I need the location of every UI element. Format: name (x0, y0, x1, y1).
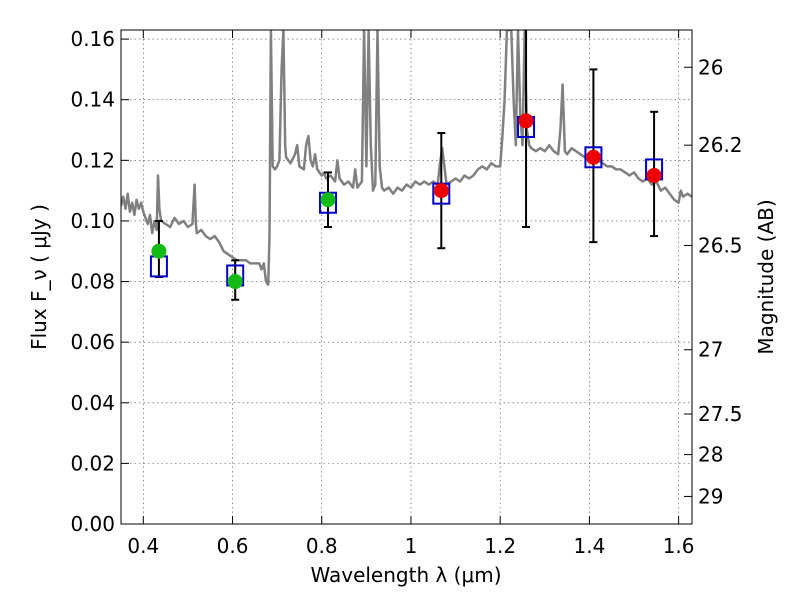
y-tick-label: 0.12 (70, 148, 115, 172)
x-tick-label: 0.6 (217, 534, 249, 558)
model-spectrum-line (121, 30, 692, 286)
x-tick-label: 1.4 (573, 534, 605, 558)
spectrum-layer (121, 30, 692, 286)
x-axis-ticks: 0.4 0.6 0.8 1 1.2 1.4 1.6 (127, 30, 695, 558)
x-tick-label: 1.6 (663, 534, 695, 558)
y2-tick-label: 29 (698, 484, 723, 508)
y2-axis-label: Magnitude (AB) (754, 199, 778, 354)
y2-tick-label: 26 (698, 55, 723, 79)
y-tick-label: 0.16 (70, 27, 115, 51)
y-tick-label: 0.00 (70, 512, 115, 536)
y-tick-label: 0.08 (70, 270, 115, 294)
observed-flux-point (585, 149, 601, 165)
observed-flux-point (433, 183, 449, 199)
y-axis-label: Flux F_ν ( μJy ) (27, 204, 51, 350)
x-tick-label: 0.4 (127, 534, 159, 558)
y2-tick-label: 26.2 (698, 133, 743, 157)
y-tick-label: 0.02 (70, 451, 115, 475)
y2-axis-ticks: 26 26.2 26.5 27 27.5 28 29 (684, 55, 743, 508)
model-photometry-square (584, 146, 603, 169)
x-tick-label: 0.8 (306, 534, 338, 558)
y-axis-ticks: 0.00 0.02 0.04 0.06 0.08 0.10 0.12 0.14 0.16 (70, 27, 129, 536)
y2-tick-label: 26.5 (698, 233, 743, 257)
observed-flux-point (151, 243, 167, 259)
observed-flux-point (320, 192, 336, 208)
y2-tick-label: 28 (698, 443, 723, 467)
y2-tick-label: 27.5 (698, 402, 743, 426)
observed-flux-point (227, 274, 243, 290)
x-tick-label: 1 (405, 534, 418, 558)
y-tick-label: 0.10 (70, 209, 115, 233)
plot-area (121, 30, 692, 301)
y-tick-label: 0.14 (70, 88, 115, 112)
plot-frame (120, 29, 693, 525)
grid-layer (121, 30, 692, 525)
observed-flux-point (518, 113, 534, 129)
marks-layer (149, 30, 664, 301)
x-axis-label: Wavelength λ (μm) (310, 563, 501, 587)
x-tick-label: 1.2 (484, 534, 516, 558)
y-tick-label: 0.06 (70, 330, 115, 354)
observed-flux-point (646, 167, 662, 183)
y2-tick-label: 27 (698, 338, 723, 362)
y-tick-label: 0.04 (70, 391, 115, 415)
